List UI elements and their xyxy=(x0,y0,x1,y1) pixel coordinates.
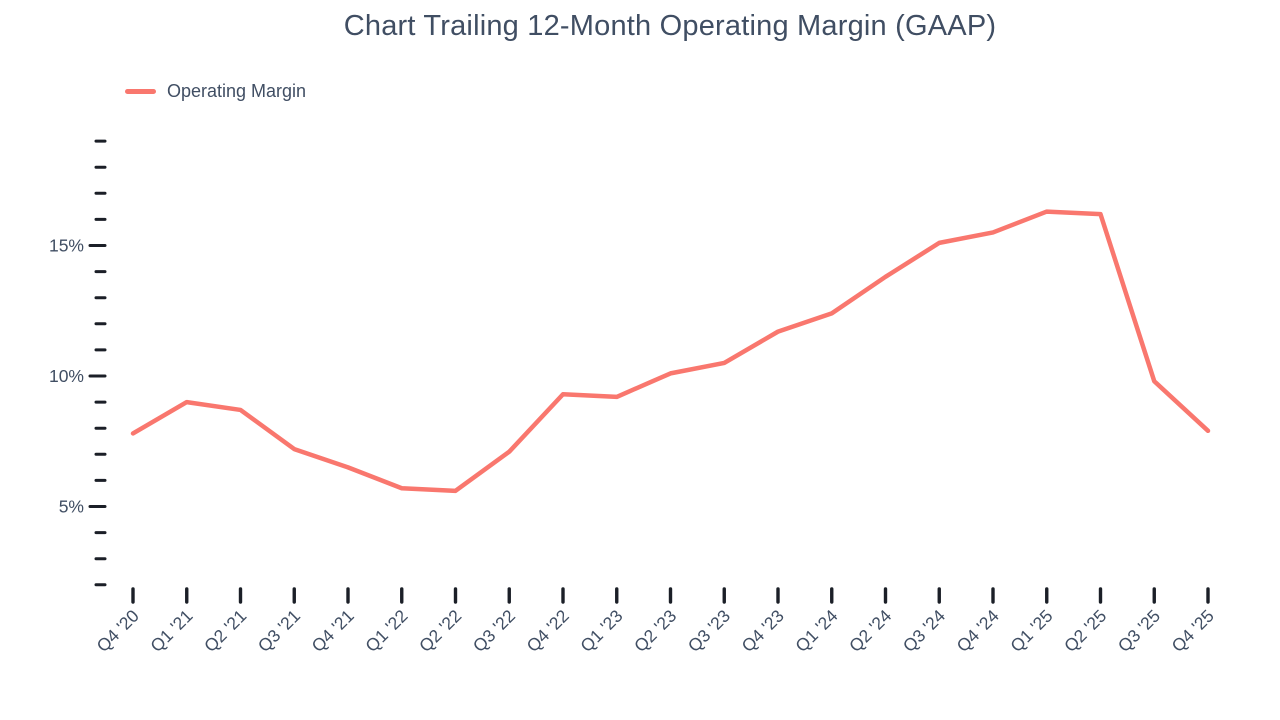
x-tick-label: Q2 '25 xyxy=(1060,606,1110,656)
x-tick-label: Q2 '21 xyxy=(200,606,250,656)
x-tick-label: Q4 '21 xyxy=(308,606,358,656)
y-tick-label: 5% xyxy=(59,497,84,517)
y-tick-label: 15% xyxy=(49,236,84,256)
x-tick-label: Q4 '25 xyxy=(1168,606,1218,656)
x-tick-label: Q1 '21 xyxy=(146,606,196,656)
legend: Operating Margin xyxy=(125,81,306,102)
x-tick-label: Q3 '21 xyxy=(254,606,304,656)
x-tick-label: Q2 '24 xyxy=(845,605,895,655)
x-tick-label: Q3 '25 xyxy=(1114,606,1164,656)
x-tick-label: Q2 '22 xyxy=(415,606,465,656)
x-axis: Q4 '20 Q1 '21 Q2 '21 Q3 '21 Q4 '21 Q1 '22 Q2 '… xyxy=(93,587,1218,656)
x-tick-label: Q1 '23 xyxy=(576,606,626,656)
x-tick-label: Q1 '22 xyxy=(361,606,411,656)
legend-line-swatch xyxy=(125,89,156,94)
x-tick-label: Q3 '23 xyxy=(684,606,734,656)
x-tick-label: Q4 '20 xyxy=(93,605,143,655)
x-tick-label: Q1 '25 xyxy=(1006,606,1056,656)
x-tick-label: Q3 '22 xyxy=(469,606,519,656)
legend-label: Operating Margin xyxy=(167,81,307,101)
chart-title: Chart Trailing 12-Month Operating Margin… xyxy=(343,10,997,42)
y-axis: 5% 10% 15% xyxy=(49,139,107,587)
x-tick-label: Q3 '24 xyxy=(899,605,949,655)
y-tick-label: 10% xyxy=(49,366,84,386)
series-line-operating-margin xyxy=(130,209,1211,494)
x-tick-label: Q4 '22 xyxy=(523,606,573,656)
x-tick-label: Q4 '23 xyxy=(738,606,788,656)
x-tick-label: Q4 '24 xyxy=(953,605,1003,655)
x-tick-label: Q1 '24 xyxy=(791,605,841,655)
x-tick-label: Q2 '23 xyxy=(630,606,680,656)
